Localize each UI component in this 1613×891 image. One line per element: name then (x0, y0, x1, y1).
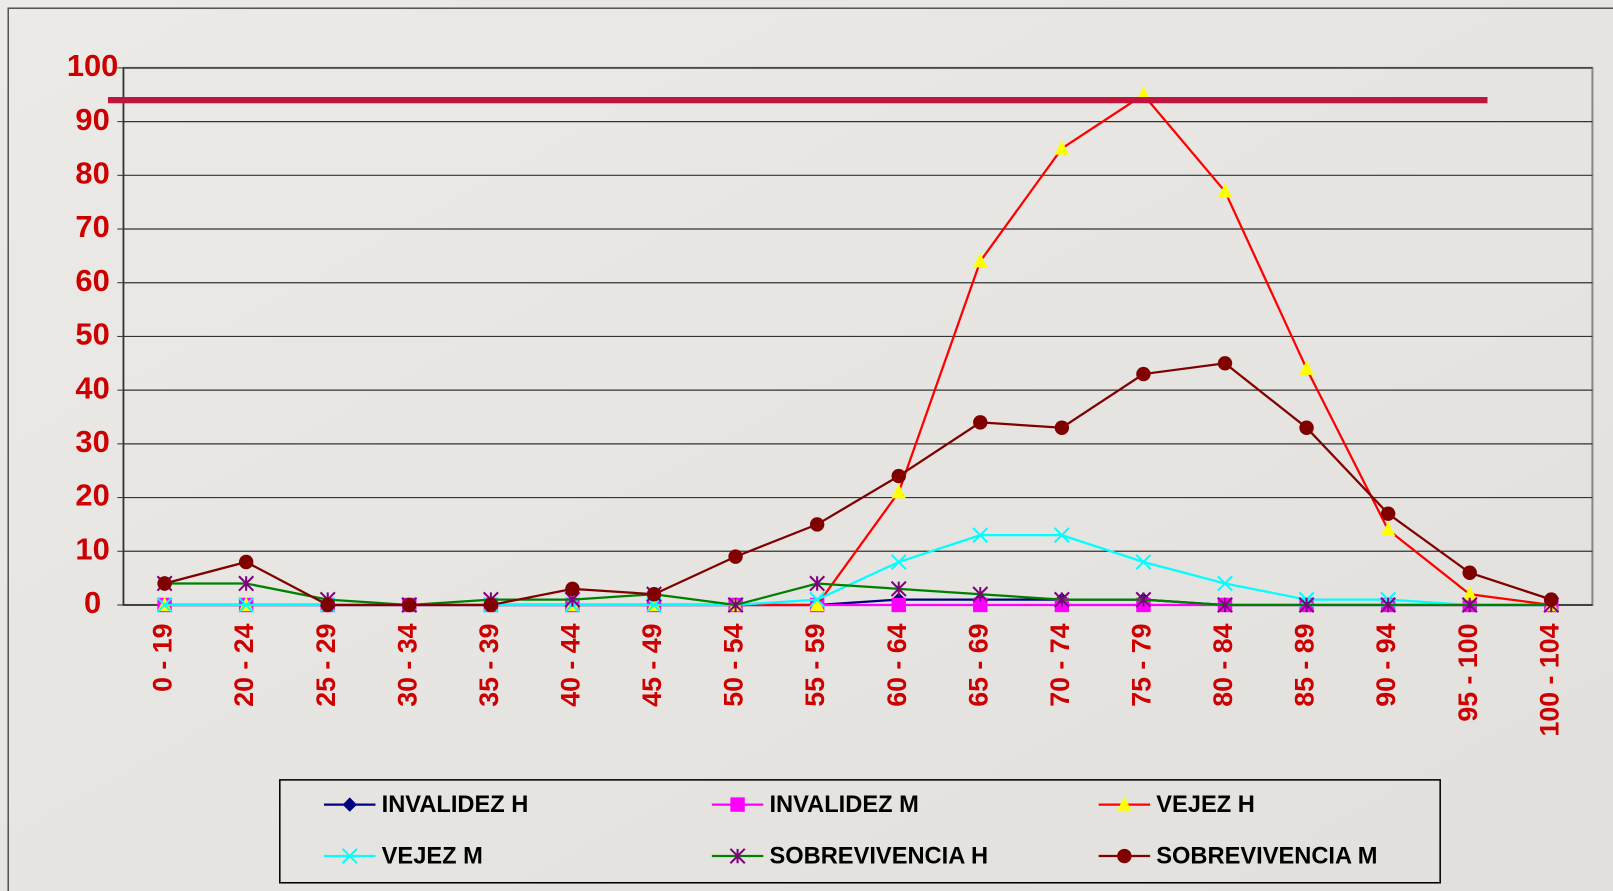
legend (279, 779, 1441, 884)
x-tick-label: 95 - 100 (1453, 623, 1483, 721)
marker (320, 597, 335, 613)
y-tick-label: 10 (75, 531, 109, 566)
x-tick-label: 0 - 19 (148, 623, 178, 691)
marker (565, 581, 580, 597)
x-tick-label: 75 - 79 (1126, 623, 1156, 706)
marker (890, 554, 907, 570)
x-tick-label: 70 - 74 (1045, 623, 1075, 706)
marker (238, 554, 254, 570)
marker (1054, 140, 1070, 155)
y-tick-label: 20 (75, 478, 109, 513)
legend-label: INVALIDEZ M (769, 792, 918, 818)
marker (646, 587, 662, 602)
marker (238, 597, 255, 613)
legend-label: VEJEZ M (382, 843, 483, 869)
marker (729, 848, 746, 864)
chart-border (7, 7, 1613, 891)
marker (156, 597, 173, 613)
y-tick-label: 90 (75, 102, 109, 137)
marker (1117, 848, 1132, 864)
marker (1299, 420, 1314, 435)
marker (1217, 356, 1233, 371)
x-tick-label: 55 - 59 (800, 623, 830, 706)
marker (1053, 527, 1070, 544)
x-tick-label: 30 - 34 (392, 623, 422, 706)
marker (1217, 597, 1233, 613)
marker (972, 527, 989, 544)
series-line (164, 362, 1552, 607)
marker (1298, 597, 1315, 613)
marker (1054, 420, 1070, 435)
marker (402, 597, 417, 613)
y-tick-label: 80 (75, 155, 109, 190)
legend-label: VEJEZ H (1156, 792, 1255, 818)
x-tick-label: 25 - 29 (311, 623, 341, 706)
marker (890, 580, 907, 597)
marker (1380, 597, 1397, 613)
y-tick-label: 50 (75, 317, 109, 352)
marker (891, 483, 906, 499)
y-tick-label: 60 (75, 263, 109, 298)
marker (1462, 565, 1477, 580)
marker (1217, 575, 1233, 592)
y-tick-label: 100 (67, 48, 118, 83)
marker (809, 591, 826, 608)
x-tick-label: 45 - 49 (637, 623, 667, 706)
x-tick-label: 80 - 84 (1208, 623, 1238, 706)
marker (341, 848, 358, 864)
x-tick-label: 40 - 44 (556, 623, 586, 706)
marker (809, 517, 825, 532)
x-tick-label: 65 - 69 (963, 623, 993, 706)
legend-label: INVALIDEZ H (382, 792, 529, 818)
y-tick-label: 0 (84, 585, 101, 620)
x-tick-label: 35 - 39 (474, 623, 504, 706)
marker (973, 253, 988, 268)
x-tick-label: 50 - 54 (719, 623, 749, 706)
marker (157, 576, 172, 591)
marker (1462, 586, 1477, 601)
marker (891, 468, 906, 484)
marker (1461, 597, 1478, 613)
marker (1117, 796, 1132, 811)
x-tick-label: 60 - 64 (882, 623, 912, 706)
x-tick-label: 20 - 24 (229, 623, 259, 706)
x-tick-label: 90 - 94 (1371, 623, 1401, 706)
y-tick-label: 40 (75, 370, 109, 405)
x-tick-label: 100 - 104 (1534, 623, 1564, 736)
marker (973, 415, 988, 430)
y-tick-label: 70 (75, 209, 109, 244)
marker (891, 597, 906, 613)
marker (809, 596, 825, 612)
marker (1135, 591, 1152, 608)
marker (1053, 591, 1070, 608)
marker (1380, 521, 1396, 536)
marker (1217, 183, 1233, 198)
marker (727, 597, 744, 613)
legend-label: SOBREVIVENCIA H (769, 843, 988, 869)
y-tick-label: 30 (75, 424, 109, 459)
marker (728, 549, 743, 564)
marker (1544, 592, 1559, 607)
x-tick-label: 85 - 89 (1290, 623, 1320, 706)
marker (1136, 366, 1151, 382)
marker (1135, 554, 1152, 570)
marker (809, 575, 826, 592)
marker (972, 586, 989, 603)
marker (1299, 360, 1314, 375)
marker (730, 797, 745, 812)
marker (483, 597, 499, 613)
marker (238, 575, 255, 592)
legend-label: SOBREVIVENCIA M (1156, 843, 1377, 869)
marker (973, 597, 988, 613)
marker (1380, 506, 1396, 521)
